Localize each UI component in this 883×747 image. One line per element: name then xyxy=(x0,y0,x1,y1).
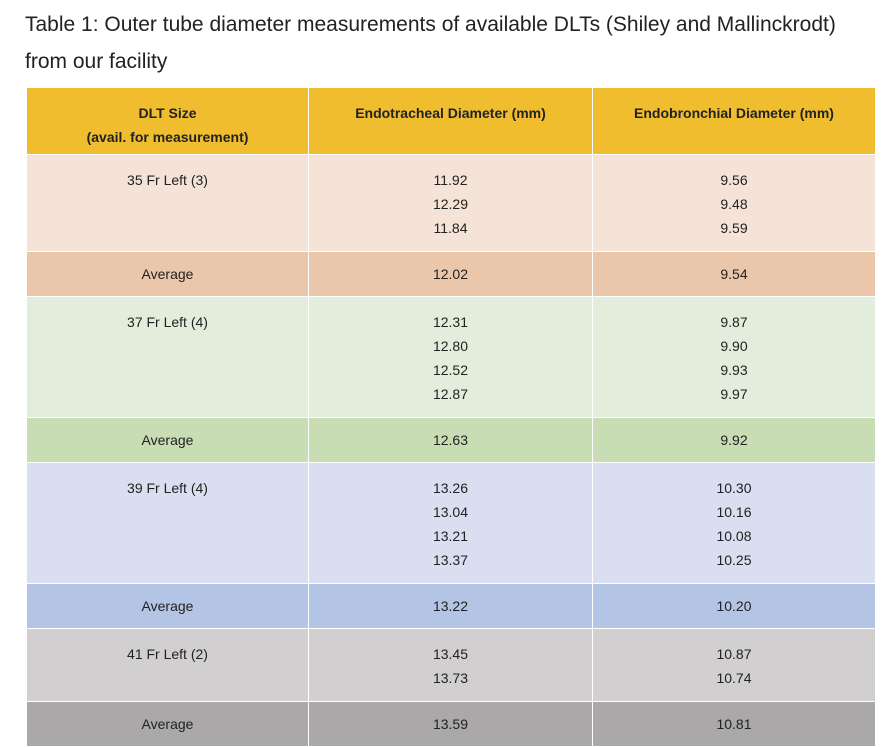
endobronchial-value: 9.97 xyxy=(720,386,748,402)
table-header-row: DLT Size (avail. for measurement) Endotr… xyxy=(26,87,876,155)
endotracheal-values-cell: 11.92 12.29 11.84 xyxy=(308,154,593,252)
header-dlt-size: DLT Size (avail. for measurement) xyxy=(26,87,309,155)
endotracheal-values-cell: 13.26 13.04 13.21 13.37 xyxy=(308,462,593,584)
table-row: 41 Fr Left (2) 13.45 13.73 10.87 10.74 xyxy=(26,628,876,702)
header-endotracheal: Endotracheal Diameter (mm) xyxy=(308,87,593,155)
table-row: 39 Fr Left (4) 13.26 13.04 13.21 13.37 10.30 1… xyxy=(26,462,876,584)
average-row: Average 13.22 10.20 xyxy=(26,583,876,629)
endobronchial-values-cell: 10.30 10.16 10.08 10.25 xyxy=(592,462,876,584)
table-row: 35 Fr Left (3) 11.92 12.29 11.84 9.56 9.48 9.5… xyxy=(26,154,876,252)
endobronchial-value: 10.30 xyxy=(716,480,752,496)
table-caption: Table 1: Outer tube diameter measurement… xyxy=(25,13,836,73)
endotracheal-value: 13.45 xyxy=(432,646,469,662)
endotracheal-value: 13.73 xyxy=(432,670,469,686)
average-label-cell: Average xyxy=(26,583,309,629)
average-row: Average 13.59 10.81 xyxy=(26,701,876,747)
average-endobronchial-cell: 9.54 xyxy=(592,251,876,297)
average-row: Average 12.02 9.54 xyxy=(26,251,876,297)
dlt-size-cell: 39 Fr Left (4) xyxy=(26,462,309,584)
endotracheal-value: 13.37 xyxy=(432,552,469,568)
dlt-size-cell: 35 Fr Left (3) xyxy=(26,154,309,252)
dlt-size-cell: 37 Fr Left (4) xyxy=(26,296,309,418)
endotracheal-value: 11.84 xyxy=(433,220,468,236)
endobronchial-value: 10.87 xyxy=(716,646,752,662)
endotracheal-value: 12.31 xyxy=(432,314,469,330)
average-endotracheal-cell: 12.02 xyxy=(308,251,593,297)
average-endobronchial-cell: 10.81 xyxy=(592,701,876,747)
average-endotracheal-cell: 13.59 xyxy=(308,701,593,747)
endobronchial-value: 9.56 xyxy=(720,172,748,188)
endotracheal-value: 12.52 xyxy=(432,362,469,378)
dlt-measurements-table: DLT Size (avail. for measurement) Endotr… xyxy=(26,87,876,747)
table-row: 37 Fr Left (4) 12.31 12.80 12.52 12.87 9.87 9.… xyxy=(26,296,876,418)
header-dlt-size-line2: (avail. for measurement) xyxy=(86,129,249,145)
dlt-size-cell: 41 Fr Left (2) xyxy=(26,628,309,702)
endobronchial-value: 10.25 xyxy=(716,552,752,568)
endotracheal-value: 13.04 xyxy=(432,504,469,520)
average-row: Average 12.63 9.92 xyxy=(26,417,876,463)
endotracheal-value: 13.21 xyxy=(432,528,469,544)
average-label-cell: Average xyxy=(26,417,309,463)
average-endobronchial-cell: 10.20 xyxy=(592,583,876,629)
endotracheal-value: 13.26 xyxy=(432,480,469,496)
endobronchial-value: 9.93 xyxy=(720,362,748,378)
header-endobronchial: Endobronchial Diameter (mm) xyxy=(592,87,876,155)
endotracheal-value: 12.87 xyxy=(432,386,469,402)
average-label-cell: Average xyxy=(26,701,309,747)
endobronchial-value: 9.90 xyxy=(720,338,748,354)
endobronchial-value: 9.48 xyxy=(720,196,748,212)
header-dlt-size-line1: DLT Size xyxy=(138,105,197,121)
average-endobronchial-cell: 9.92 xyxy=(592,417,876,463)
endotracheal-value: 12.29 xyxy=(432,196,469,212)
endobronchial-values-cell: 9.56 9.48 9.59 xyxy=(592,154,876,252)
endotracheal-value: 12.80 xyxy=(432,338,469,354)
endobronchial-value: 9.87 xyxy=(720,314,748,330)
endobronchial-value: 9.59 xyxy=(720,220,748,236)
endobronchial-values-cell: 9.87 9.90 9.93 9.97 xyxy=(592,296,876,418)
average-endotracheal-cell: 13.22 xyxy=(308,583,593,629)
endobronchial-value: 10.74 xyxy=(716,670,752,686)
endotracheal-values-cell: 12.31 12.80 12.52 12.87 xyxy=(308,296,593,418)
average-endotracheal-cell: 12.63 xyxy=(308,417,593,463)
endobronchial-value: 10.16 xyxy=(716,504,752,520)
average-label-cell: Average xyxy=(26,251,309,297)
endobronchial-value: 10.08 xyxy=(716,528,752,544)
endotracheal-values-cell: 13.45 13.73 xyxy=(308,628,593,702)
endobronchial-values-cell: 10.87 10.74 xyxy=(592,628,876,702)
endotracheal-value: 11.92 xyxy=(433,172,468,188)
